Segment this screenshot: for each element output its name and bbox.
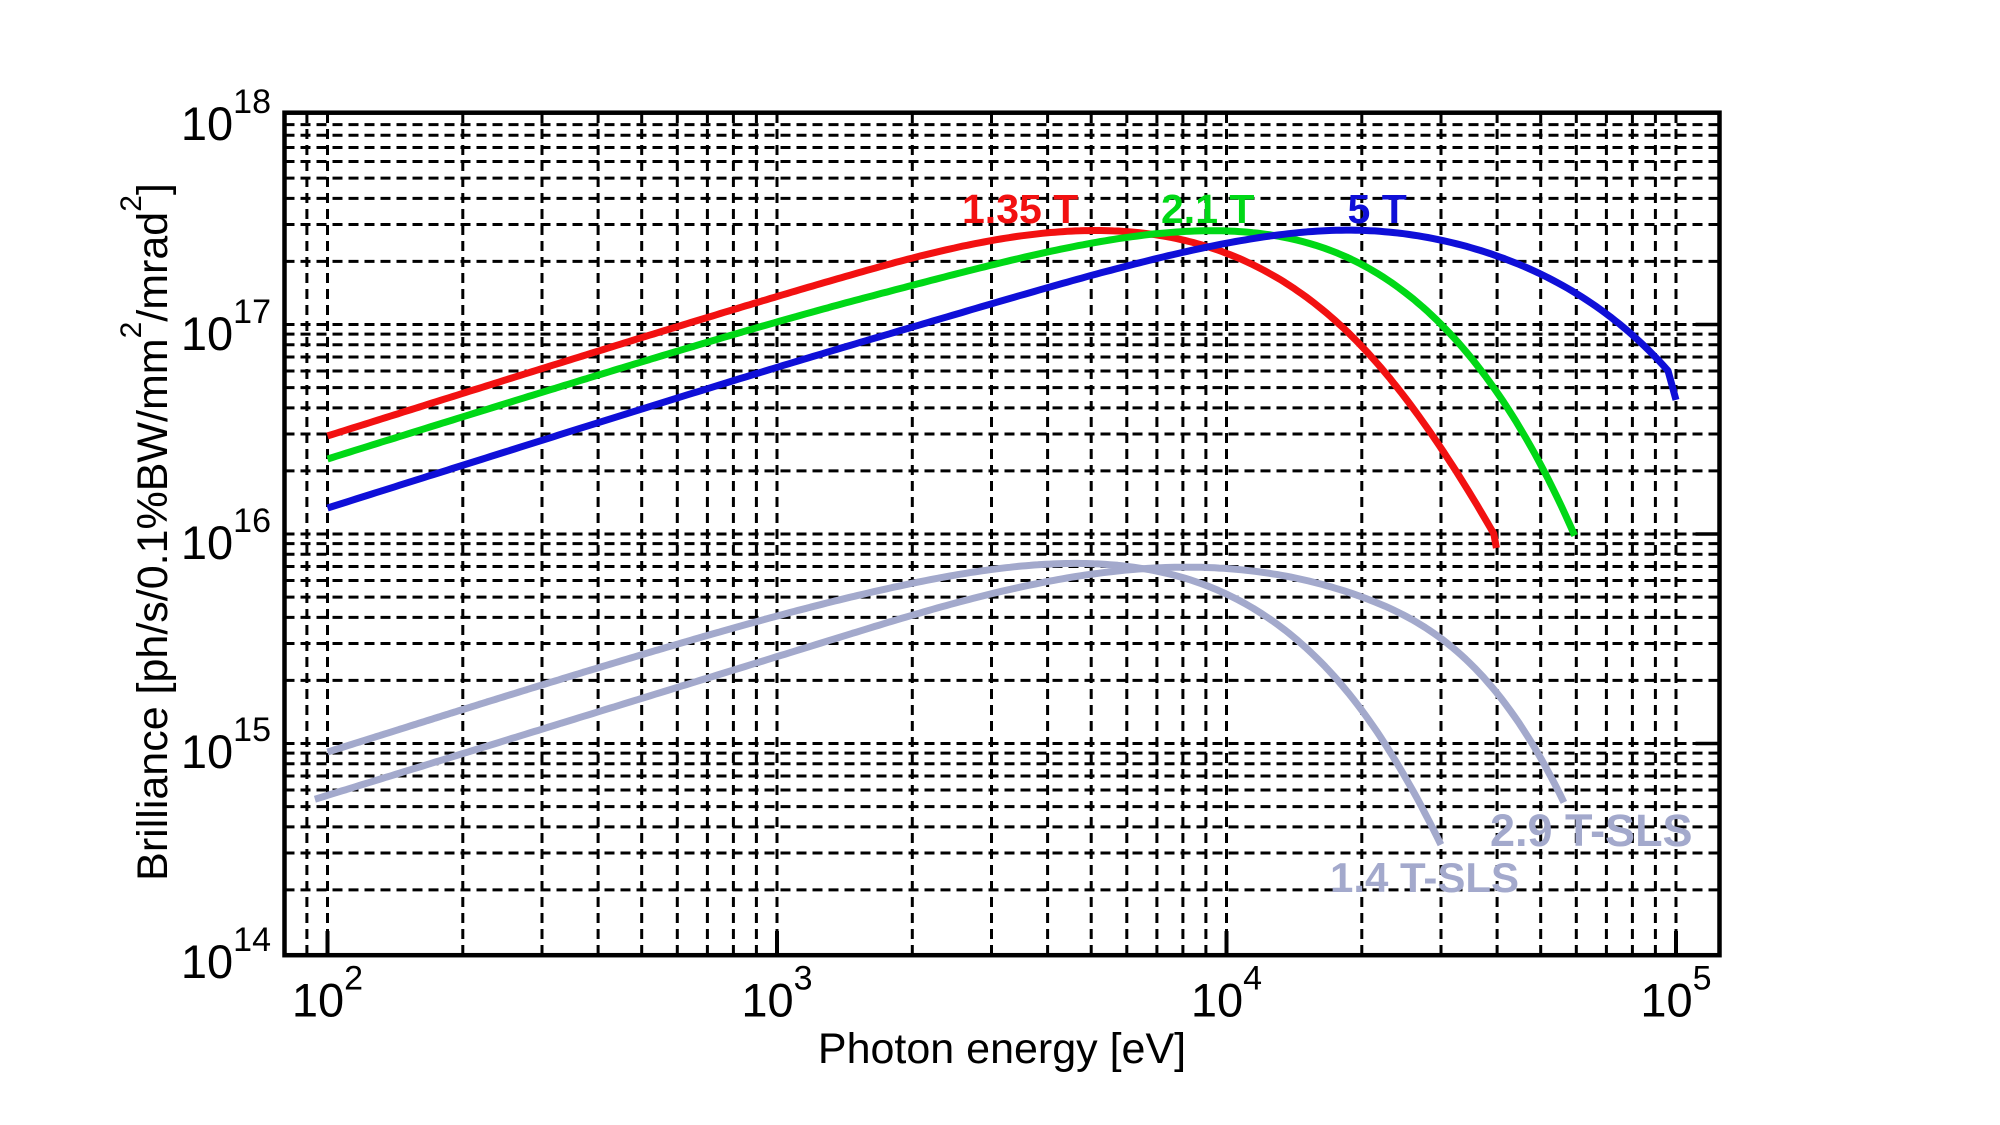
svg-text:5 T: 5 T bbox=[1348, 186, 1407, 232]
svg-text:1.4 T-SLS: 1.4 T-SLS bbox=[1330, 854, 1519, 901]
svg-text:2.9 T-SLS: 2.9 T-SLS bbox=[1490, 805, 1693, 856]
svg-text:Photon energy [eV]: Photon energy [eV] bbox=[818, 1025, 1186, 1073]
svg-text:1.35 T: 1.35 T bbox=[962, 186, 1078, 232]
svg-text:2.1 T: 2.1 T bbox=[1161, 186, 1254, 232]
